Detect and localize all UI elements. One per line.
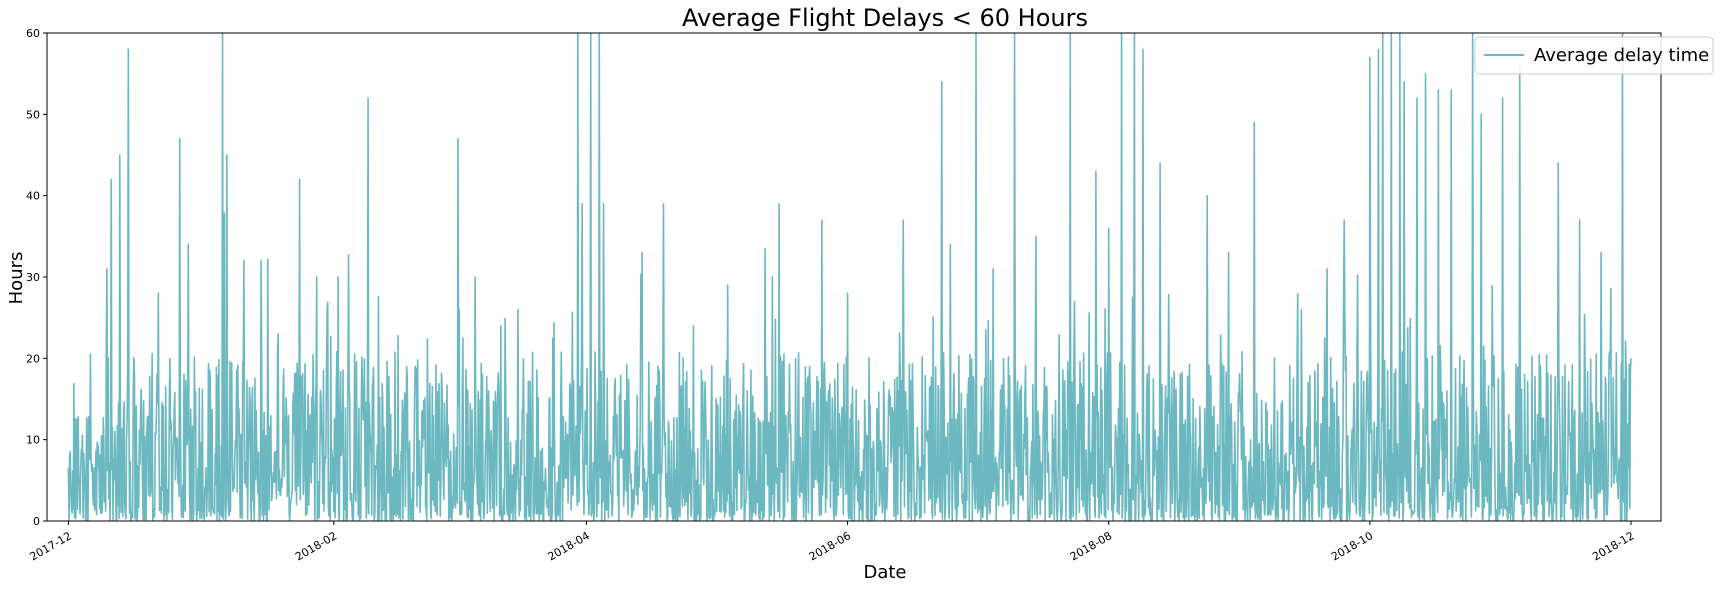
legend-label: Average delay time <box>1534 45 1709 66</box>
x-tick-label: 2018-08 <box>1068 529 1114 563</box>
y-tick-label: 40 <box>26 190 40 203</box>
y-tick-label: 10 <box>26 434 40 447</box>
y-axis-label: Hours <box>6 252 27 305</box>
chart-title: Average Flight Delays < 60 Hours <box>682 4 1088 32</box>
legend-box <box>1474 36 1714 75</box>
y-tick-label: 30 <box>26 271 40 284</box>
x-tick-label: 2018-02 <box>293 529 339 563</box>
x-tick-label: 2017-12 <box>28 529 74 563</box>
legend: Average delay time <box>1474 36 1714 75</box>
x-tick-label: 2018-12 <box>1590 529 1636 563</box>
y-tick-label: 50 <box>26 108 40 121</box>
x-tick-label: 2018-10 <box>1329 529 1375 563</box>
x-axis-label: Date <box>863 562 906 583</box>
x-tick-label: 2018-06 <box>807 529 853 563</box>
plot-area: 0 10 20 30 40 50 60 2017-12 2018-02 2018-04 2018-0… <box>26 27 1662 564</box>
y-tick-label: 20 <box>26 352 40 365</box>
y-tick-label: 60 <box>26 27 40 40</box>
y-tick-label: 0 <box>33 515 40 528</box>
series-line-average-delay-time <box>67 33 1632 521</box>
x-tick-label: 2018-04 <box>546 529 592 563</box>
